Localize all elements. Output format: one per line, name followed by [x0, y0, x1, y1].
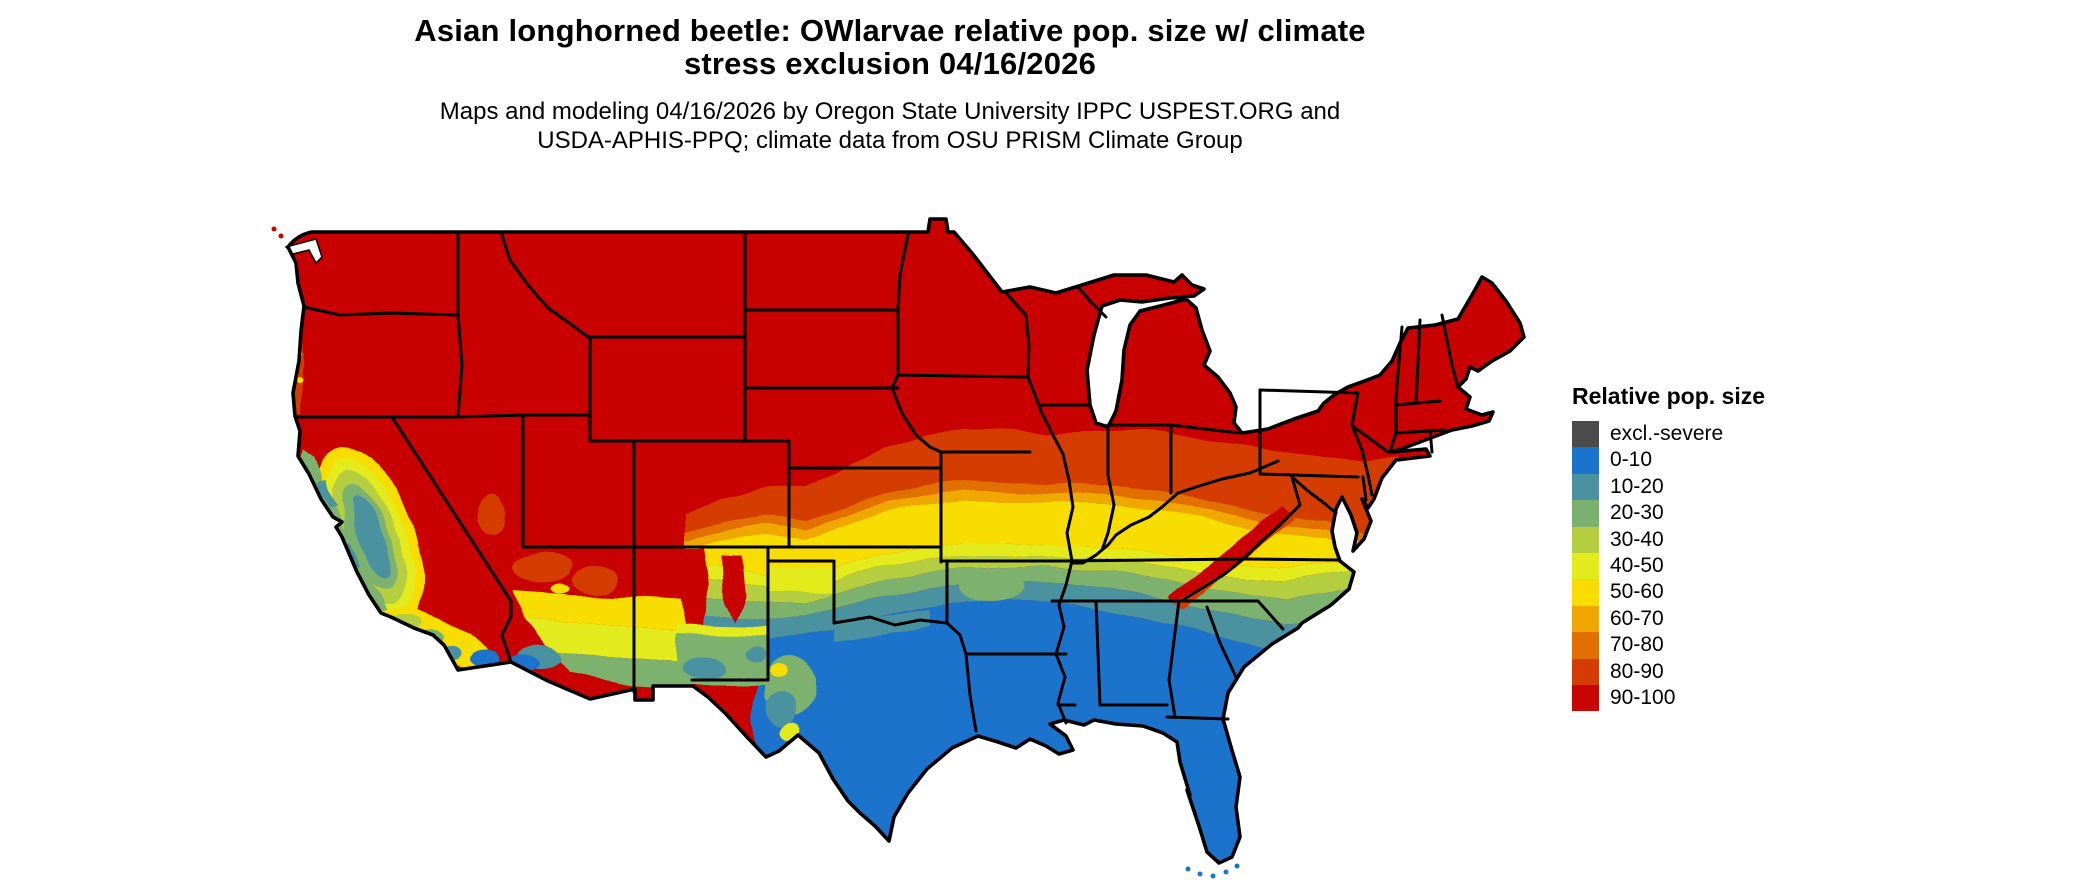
legend-item-label: 20-30 [1610, 501, 1664, 525]
map-subtitle: Maps and modeling 04/16/2026 by Oregon S… [0, 97, 1780, 155]
us-map-svg [271, 217, 1526, 879]
legend-swatch [1572, 632, 1599, 659]
legend-item-label: 90-100 [1610, 685, 1676, 709]
legend-item: 40-50 [1572, 552, 1765, 580]
legend-rows: excl.-severe 0-10 10-20 20-30 30-40 40-5… [1572, 421, 1765, 712]
legend-swatch [1572, 579, 1599, 606]
southwest-patches [509, 549, 768, 689]
legend-item: 80-90 [1572, 658, 1765, 685]
legend-item-label: 0-10 [1610, 448, 1653, 472]
map-subtitle-line2: USDA-APHIS-PPQ; climate data from OSU PR… [537, 127, 1243, 154]
band-0-10 [750, 599, 1524, 863]
legend-title: Relative pop. size [1572, 383, 1766, 409]
band-10-20 [685, 579, 1410, 655]
legend-item: 20-30 [1572, 500, 1765, 527]
legend-swatch [1572, 500, 1599, 527]
legend-swatch [1572, 473, 1599, 501]
state-boundaries [294, 233, 1460, 733]
map-title-line1: Asian longhorned beetle: OWlarvae relati… [414, 13, 1366, 48]
legend-swatch [1572, 605, 1599, 633]
map-title-line2: stress exclusion 04/16/2026 [683, 46, 1097, 81]
ozarks-patch [958, 569, 1026, 601]
legend: Relative pop. size excl.-severe 0-10 10-… [1572, 383, 1766, 712]
legend-swatch [1572, 421, 1599, 448]
legend-item-label: 10-20 [1610, 474, 1664, 498]
us-map [230, 165, 1570, 892]
legend-swatch [1572, 684, 1599, 712]
band-20-30 [685, 565, 1410, 625]
legend-item-label: 50-60 [1610, 580, 1664, 604]
legend-swatch [1572, 658, 1599, 685]
band-80-90 [685, 429, 1410, 539]
national-outline [286, 217, 1526, 865]
band-40-50 [685, 543, 1410, 590]
legend-item-label: 80-90 [1610, 659, 1664, 683]
legend-item: 60-70 [1572, 605, 1765, 633]
legend-swatch [1572, 552, 1599, 580]
map-subtitle-line1: Maps and modeling 04/16/2026 by Oregon S… [439, 98, 1341, 125]
legend-item-label: 60-70 [1610, 606, 1664, 630]
legend-item-label: excl.-severe [1610, 422, 1724, 445]
legend-item: 50-60 [1572, 579, 1765, 606]
west-texas-patches [763, 565, 930, 740]
legend-item-label: 40-50 [1610, 553, 1664, 577]
legend-item: 0-10 [1572, 447, 1765, 474]
legend-item: 90-100 [1572, 684, 1765, 712]
legend-item: 10-20 [1572, 473, 1765, 501]
legend-swatch [1572, 447, 1599, 474]
legend-item: 70-80 [1572, 632, 1765, 659]
band-70-80 [685, 482, 1410, 548]
legend-swatch [1572, 526, 1599, 553]
legend-item-label: 70-80 [1610, 633, 1664, 657]
header: Asian longhorned beetle: OWlarvae relati… [0, 14, 1780, 155]
band-30-40 [685, 555, 1410, 604]
great-basin-patches [478, 495, 620, 594]
legend-item: excl.-severe [1572, 421, 1765, 448]
legend-item: 30-40 [1572, 526, 1765, 553]
legend-item-label: 30-40 [1610, 527, 1664, 551]
